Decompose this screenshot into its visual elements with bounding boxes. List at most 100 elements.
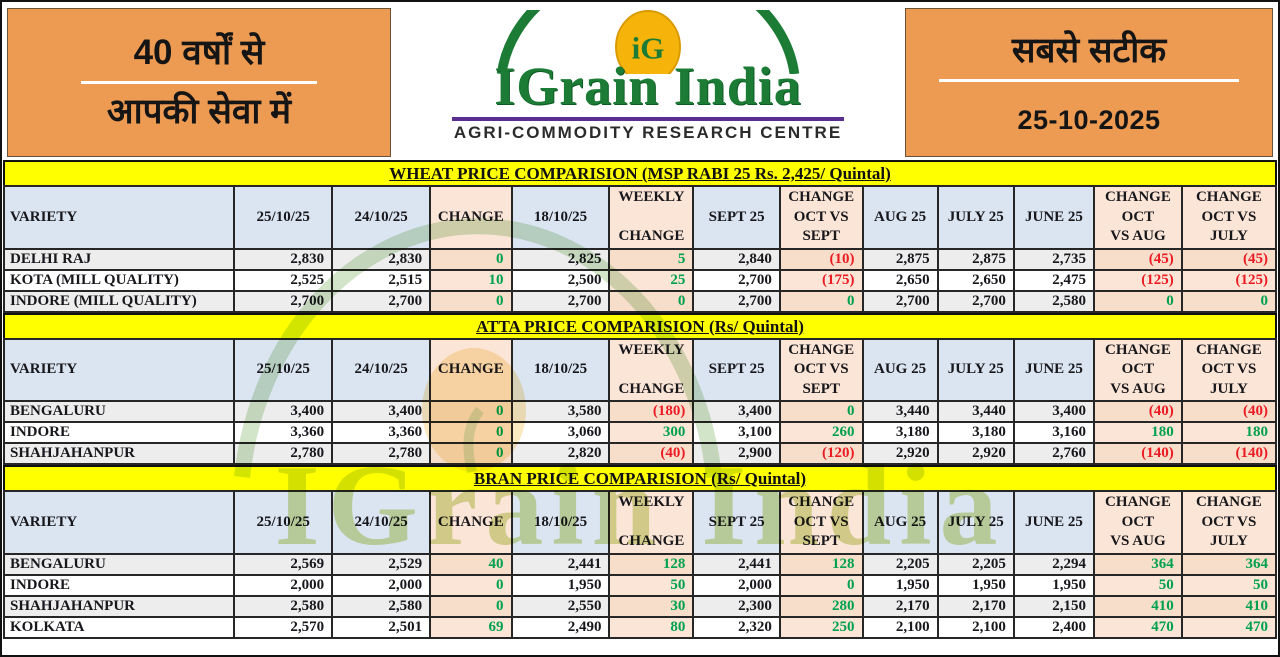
change-cell: 0 (1180, 289, 1278, 313)
price-cell: 3,360 (233, 421, 334, 444)
change-cell: 0 (429, 247, 513, 271)
change-cell: (125) (1180, 268, 1278, 292)
variety-cell: BENGALURU (2, 400, 236, 423)
table-row: BENGALURU 2,569 2,529 40 2,441 128 2,441 128 2,2… (2, 552, 1278, 576)
price-cell: 2,170 (861, 594, 939, 618)
change-cell: (120) (778, 442, 864, 465)
price-cell: 2,650 (861, 268, 939, 292)
price-cell: 2,820 (510, 442, 611, 465)
price-cell: 2,501 (331, 615, 432, 639)
price-cell: 1,950 (861, 573, 939, 597)
column-header: JULY 25 (936, 490, 1015, 555)
variety-cell: KOTA (MILL QUALITY) (2, 268, 236, 292)
change-cell: 280 (778, 594, 864, 618)
change-cell: 69 (429, 615, 513, 639)
change-cell: 364 (1093, 552, 1183, 576)
change-cell: 180 (1180, 421, 1278, 444)
column-header: CHANGE (429, 185, 513, 250)
change-cell: 0 (1093, 289, 1183, 313)
price-cell: 3,360 (331, 421, 432, 444)
change-cell: 0 (778, 289, 864, 313)
price-cell: 2,735 (1012, 247, 1096, 271)
change-cell: 410 (1180, 594, 1278, 618)
column-header: JULY 25 (936, 185, 1015, 250)
column-header: CHANGE OCT VS JULY (1180, 490, 1278, 555)
change-cell: 0 (429, 594, 513, 618)
price-cell: 2,490 (510, 615, 611, 639)
brand-logo: iG IGrain India AGRI-COMMODITY RESEARCH … (391, 8, 905, 157)
price-cell: 2,700 (331, 289, 432, 313)
right-banner-line1: सबसे सटीक (1011, 30, 1167, 70)
change-cell: 30 (608, 594, 695, 618)
variety-cell: KOLKATA (2, 615, 236, 639)
price-cell: 2,294 (1012, 552, 1096, 576)
change-cell: 25 (608, 268, 695, 292)
price-cell: 2,920 (861, 442, 939, 465)
price-cell: 2,875 (861, 247, 939, 271)
column-header: CHANGE OCT VS AUG (1093, 490, 1183, 555)
column-header: CHANGE OCT VS SEPT (778, 185, 864, 250)
wheat-title-bar: WHEAT PRICE COMPARISION (MSP RABI 25 Rs.… (3, 160, 1277, 185)
left-banner-divider (80, 81, 318, 84)
variety-column-header: VARIETY (2, 490, 236, 555)
price-cell: 3,160 (1012, 421, 1096, 444)
column-header: JUNE 25 (1012, 185, 1096, 250)
price-cell: 2,000 (331, 573, 432, 597)
column-header: CHANGE OCT VS JULY (1180, 185, 1278, 250)
header-row: VARIETY 25/10/25 24/10/25 CHANGE 18/10/25 WEE… (2, 185, 1278, 250)
change-cell: 40 (429, 552, 513, 576)
table-row: INDORE (MILL QUALITY) 2,700 2,700 0 2,700 0 2,… (2, 289, 1278, 313)
change-cell: (10) (778, 247, 864, 271)
price-cell: 2,000 (233, 573, 334, 597)
price-cell: 2,580 (1012, 289, 1096, 313)
price-cell: 3,400 (692, 400, 781, 423)
price-cell: 2,570 (233, 615, 334, 639)
bran-title-bar: BRAN PRICE COMPARISION (Rs/ Quintal) (3, 465, 1277, 490)
price-cell: 2,475 (1012, 268, 1096, 292)
price-cell: 2,760 (1012, 442, 1096, 465)
column-header: CHANGE OCT VS SEPT (778, 490, 864, 555)
price-cell: 2,100 (861, 615, 939, 639)
change-cell: 0 (608, 289, 695, 313)
price-cell: 2,830 (233, 247, 334, 271)
variety-column-header: VARIETY (2, 337, 236, 402)
variety-cell: BENGALURU (2, 552, 236, 576)
price-cell: 3,400 (1012, 400, 1096, 423)
column-header: SEPT 25 (692, 185, 781, 250)
left-banner-line2: आपकी सेवा में (106, 92, 292, 131)
column-header: SEPT 25 (692, 337, 781, 402)
report-date: 25-10-2025 (1017, 104, 1161, 135)
change-cell: (125) (1093, 268, 1183, 292)
price-cell: 3,440 (936, 400, 1015, 423)
wheat-table-title: WHEAT PRICE COMPARISION (MSP RABI 25 Rs.… (389, 164, 891, 183)
right-banner: सबसे सटीक 25-10-2025 (905, 8, 1273, 157)
masthead: 40 वर्षों से आपकी सेवा में iG IGrain Ind… (2, 2, 1278, 160)
brand-tagline: AGRI-COMMODITY RESEARCH CENTRE (453, 122, 843, 142)
price-cell: 3,440 (861, 400, 939, 423)
price-cell: 2,700 (233, 289, 334, 313)
change-cell: 260 (778, 421, 864, 444)
change-cell: 50 (1180, 573, 1278, 597)
column-header: JUNE 25 (1012, 337, 1096, 402)
price-tables: WHEAT PRICE COMPARISION (MSP RABI 25 Rs.… (2, 160, 1278, 639)
change-cell: 0 (778, 400, 864, 423)
price-cell: 1,950 (936, 573, 1015, 597)
variety-cell: DELHI RAJ (2, 247, 236, 271)
column-header: CHANGE OCT VS AUG (1093, 185, 1183, 250)
price-cell: 2,825 (510, 247, 611, 271)
column-header: CHANGE OCT VS AUG (1093, 337, 1183, 402)
change-cell: 50 (1093, 573, 1183, 597)
change-cell: 0 (429, 442, 513, 465)
change-cell: (140) (1093, 442, 1183, 465)
bran-price-table: BRAN PRICE COMPARISION (Rs/ Quintal) VAR… (2, 465, 1278, 639)
column-header: 25/10/25 (233, 490, 334, 555)
column-header: CHANGE OCT VS SEPT (778, 337, 864, 402)
price-cell: 2,400 (1012, 615, 1096, 639)
right-banner-divider (938, 78, 1240, 82)
atta-table-title: ATTA PRICE COMPARISION (Rs/ Quintal) (476, 316, 804, 336)
header-row: VARIETY 25/10/25 24/10/25 CHANGE 18/10/25 WEE… (2, 490, 1278, 555)
price-cell: 2,900 (692, 442, 781, 465)
price-cell: 2,525 (233, 268, 334, 292)
monogram-text: iG (632, 30, 665, 65)
price-cell: 2,515 (331, 268, 432, 292)
